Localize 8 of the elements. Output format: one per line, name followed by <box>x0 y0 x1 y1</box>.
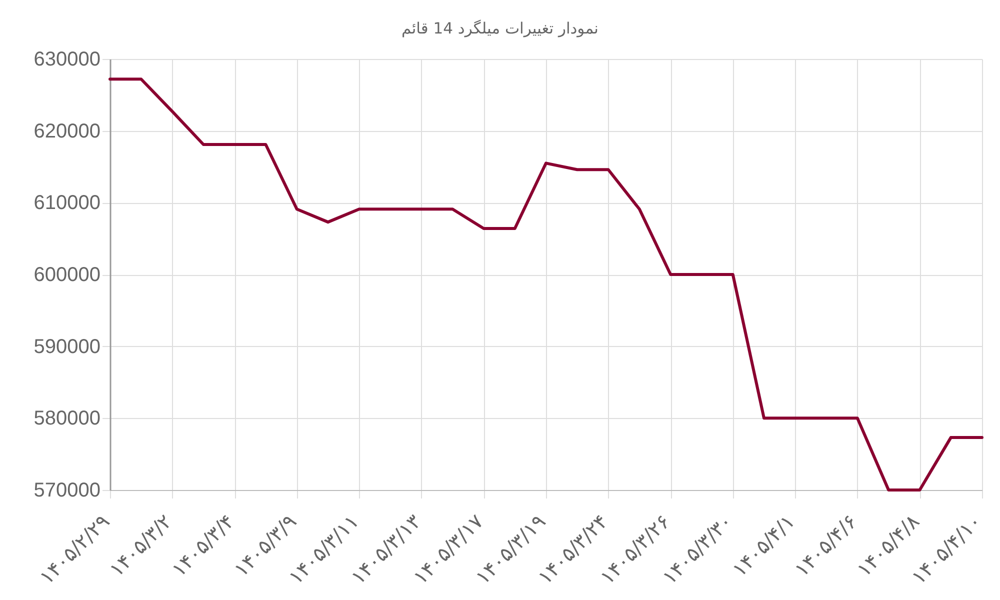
chart-title: نمودار تغییرات میلگرد 14 قائم <box>402 20 598 38</box>
y-tick-label: 610000 <box>34 192 100 214</box>
y-tick-label: 570000 <box>34 480 100 502</box>
y-tick-label: 580000 <box>34 408 100 430</box>
y-tick-label: 630000 <box>34 48 100 70</box>
y-tick-label: 600000 <box>34 264 100 286</box>
y-tick-label: 620000 <box>34 120 100 142</box>
y-tick-label: 590000 <box>34 336 100 358</box>
